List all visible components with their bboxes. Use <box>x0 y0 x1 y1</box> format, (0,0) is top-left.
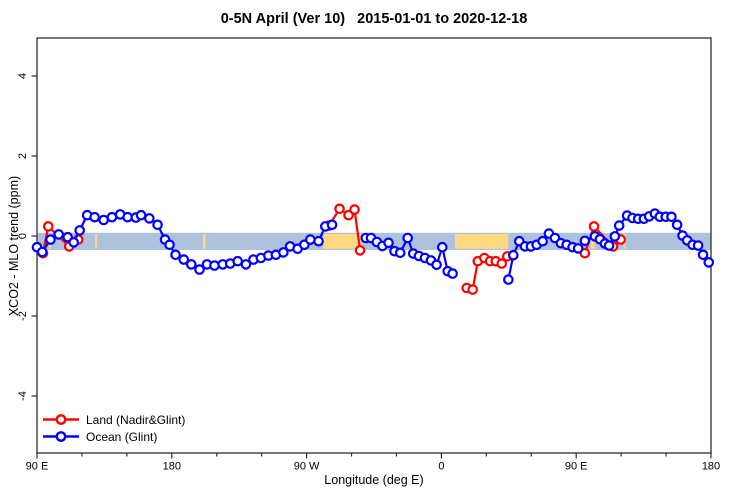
data-point-ocean <box>503 274 514 285</box>
land-legend-circle <box>55 414 67 425</box>
data-point-ocean <box>507 249 519 261</box>
land-region-band <box>323 234 363 249</box>
data-point-ocean <box>36 246 48 258</box>
x-axis-label: Longitude (deg E) <box>324 473 424 487</box>
y-tick-label: -2 <box>17 311 29 321</box>
x-tick-label: 180 <box>702 461 720 473</box>
data-point-ocean <box>209 260 220 271</box>
data-point-land <box>467 284 479 295</box>
data-point-ocean <box>692 240 704 251</box>
data-point-land <box>354 245 366 256</box>
data-point-ocean <box>53 229 65 240</box>
land-region-band <box>95 234 98 249</box>
data-point-ocean <box>194 264 205 275</box>
data-point-ocean <box>609 231 621 242</box>
land-region-band <box>455 234 509 249</box>
data-point-ocean <box>537 235 548 247</box>
data-point-ocean <box>326 219 338 231</box>
data-point-ocean <box>240 259 252 270</box>
x-tick-label: 0 <box>438 461 444 473</box>
data-point-ocean <box>447 268 458 279</box>
data-point-ocean <box>152 219 163 231</box>
data-point-ocean <box>666 211 677 223</box>
data-point-ocean <box>703 257 715 268</box>
data-point-ocean <box>45 234 56 245</box>
ocean-line-marker-icon <box>43 431 79 442</box>
data-point-ocean <box>74 225 85 236</box>
data-point-land <box>588 221 600 232</box>
land-region-band <box>590 234 595 249</box>
data-point-land <box>42 221 54 232</box>
data-point-ocean <box>671 219 683 231</box>
data-point-ocean <box>135 209 147 221</box>
data-point-land <box>496 258 508 269</box>
data-point-land <box>579 247 591 259</box>
land-line-marker-icon <box>43 414 79 425</box>
data-point-ocean <box>68 237 79 248</box>
x-tick-label: 90 E <box>565 461 588 473</box>
data-point-ocean <box>402 232 413 244</box>
chart-title: 0-5N April (Ver 10) 2015-01-01 to 2020-1… <box>220 11 528 27</box>
data-point-ocean <box>144 213 155 224</box>
data-point-ocean <box>89 211 100 223</box>
data-point-ocean <box>185 259 197 270</box>
data-point-ocean <box>278 247 289 258</box>
y-tick-label: 0 <box>17 233 29 239</box>
legend: Land (Nadir&Glint) Ocean (Glint) <box>42 411 185 445</box>
ocean-legend-circle <box>55 431 67 442</box>
data-point-land <box>334 203 345 215</box>
x-tick-label: 90 E <box>26 461 49 473</box>
y-axis-label: XCO2 - MLO trend (ppm) <box>7 175 21 317</box>
data-point-ocean <box>305 234 316 245</box>
data-point-ocean <box>572 243 584 254</box>
data-point-ocean <box>394 247 406 259</box>
data-point-ocean <box>178 254 190 265</box>
data-point-ocean <box>164 239 175 251</box>
data-point-ocean <box>431 259 442 271</box>
x-tick-label: 180 <box>163 461 181 473</box>
y-tick-label: 4 <box>17 73 29 79</box>
legend-label-land: Land (Nadir&Glint) <box>86 412 186 427</box>
data-point-ocean <box>122 211 133 223</box>
data-point-land <box>349 204 360 215</box>
land-region-band <box>202 234 206 249</box>
data-point-ocean <box>436 241 448 253</box>
y-tick-label: 2 <box>17 153 29 159</box>
data-point-ocean <box>613 220 625 231</box>
data-point-ocean <box>313 235 324 247</box>
x-tick-label: 90 W <box>294 461 320 473</box>
legend-item-land: Land (Nadir&Glint) <box>42 411 185 428</box>
data-point-ocean <box>697 249 709 261</box>
data-point-ocean <box>170 249 181 261</box>
legend-item-ocean: Ocean (Glint) <box>42 428 185 445</box>
data-point-ocean <box>232 255 244 267</box>
legend-label-ocean: Ocean (Glint) <box>86 429 158 444</box>
data-point-ocean <box>383 237 394 249</box>
data-point-ocean <box>579 235 591 247</box>
data-point-ocean <box>603 240 615 251</box>
y-tick-label: -4 <box>17 391 29 401</box>
